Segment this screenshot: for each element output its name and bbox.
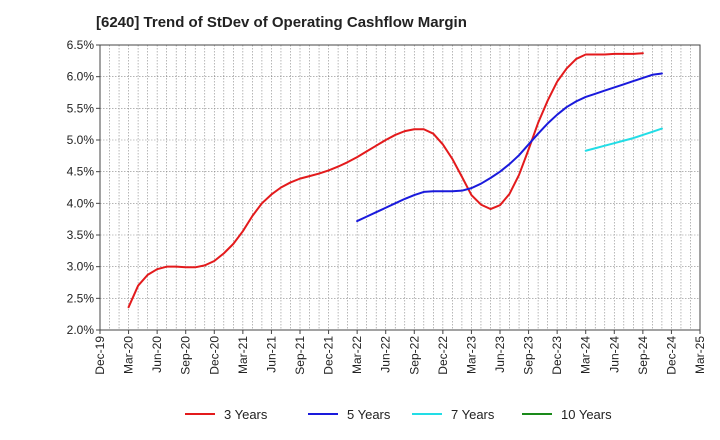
legend-label-3-years: 3 Years [224,407,268,422]
y-tick-label: 2.0% [67,323,95,337]
legend-label-5-years: 5 Years [347,407,391,422]
series-layer [127,52,663,309]
x-tick-label: Mar-20 [122,336,136,374]
y-tick-label: 5.5% [67,101,95,115]
x-tick-label: Sep-21 [293,336,307,375]
legend-layer: 3 Years 5 Years 7 Years 10 Years [185,407,612,422]
x-tick-label: Dec-22 [436,336,450,375]
x-tick-label: Sep-22 [407,336,421,375]
axis-layer: 2.0% 2.5% 3.0% 3.5% 4.0% 4.5% 5.0% 5.5% 6.0% 6.5%… [67,38,707,375]
legend-label-7-years: 7 Years [451,407,495,422]
x-tick-label: Mar-21 [236,336,250,374]
x-tick-label: Sep-20 [179,336,193,375]
x-tick-label: Dec-21 [322,336,336,375]
x-tick-label: Sep-23 [522,336,536,375]
x-tick-label: Dec-20 [207,336,221,375]
x-tick-label: Jun-21 [264,336,278,373]
y-tick-label: 3.0% [67,260,95,274]
y-tick-label: 4.0% [67,196,95,210]
y-tick-label: 3.5% [67,228,95,242]
y-tick-label: 5.0% [67,133,95,147]
x-tick-label: Mar-22 [350,336,364,374]
x-tick-label: Jun-23 [493,336,507,373]
series-line-3-years [127,52,644,309]
y-tick-label: 6.0% [67,70,95,84]
legend-label-10-years: 10 Years [561,407,612,422]
y-tick-label: 2.5% [67,291,95,305]
x-tick-label: Jun-24 [607,336,621,373]
chart-title: [6240] Trend of StDev of Operating Cashf… [96,14,467,31]
x-tick-label: Dec-19 [93,336,107,375]
x-tick-label: Dec-23 [550,336,564,375]
x-tick-label: Mar-23 [464,336,478,374]
x-tick-label: Dec-24 [664,336,678,375]
x-tick-label: Sep-24 [636,336,650,375]
series-line-5-years [356,72,663,223]
y-tick-label: 4.5% [67,165,95,179]
x-tick-label: Jun-20 [150,336,164,373]
plot-frame [99,44,701,331]
x-tick-label: Mar-24 [579,336,593,374]
x-tick-label: Mar-25 [693,336,707,374]
series-line-7-years [584,127,663,152]
x-tick-label: Jun-22 [379,336,393,373]
y-tick-label: 6.5% [67,38,95,52]
grid-layer [100,45,700,330]
